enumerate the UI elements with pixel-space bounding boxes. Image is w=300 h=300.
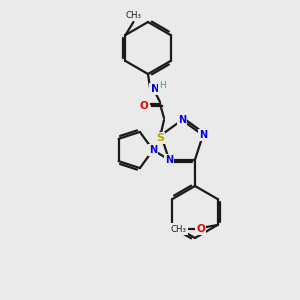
Text: S: S [156, 133, 164, 143]
Text: N: N [178, 115, 186, 125]
Text: O: O [140, 101, 148, 111]
Text: N: N [149, 145, 157, 155]
Text: O: O [196, 224, 205, 234]
Text: CH₃: CH₃ [125, 11, 142, 20]
Text: H: H [159, 82, 165, 91]
Text: N: N [199, 130, 207, 140]
Text: CH₃: CH₃ [170, 224, 187, 233]
Text: N: N [165, 155, 173, 165]
Text: N: N [151, 84, 159, 94]
